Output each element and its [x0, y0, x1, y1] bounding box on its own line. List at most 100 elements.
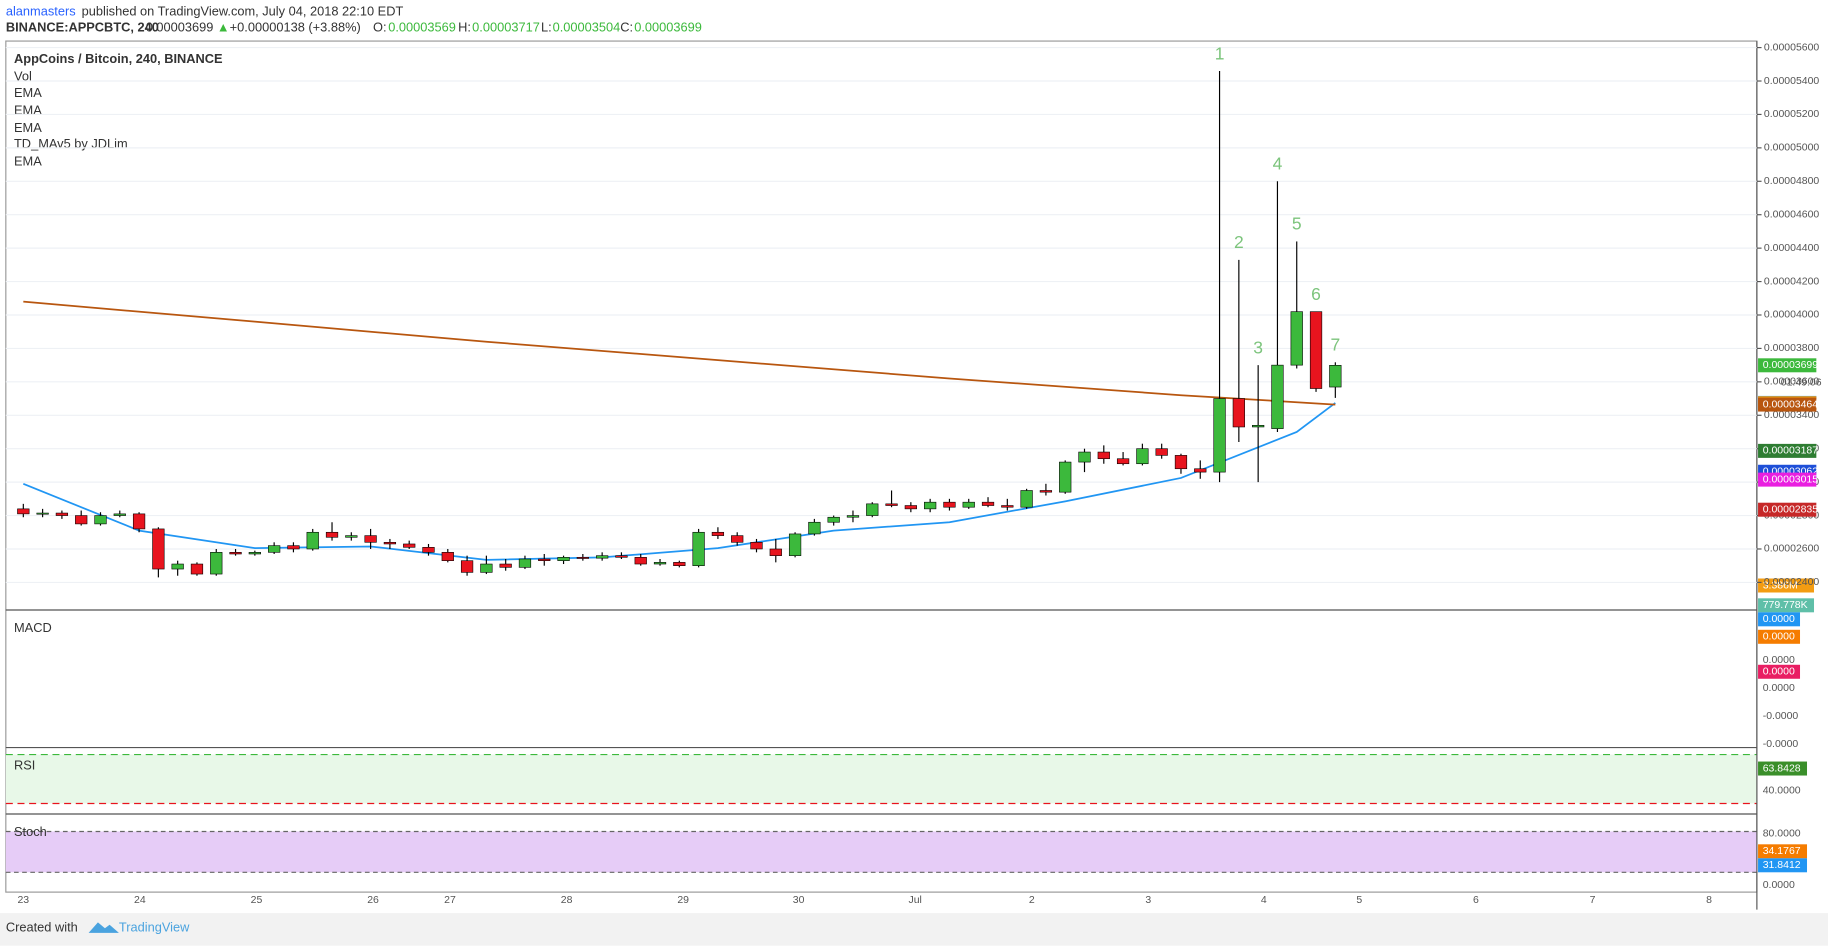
- badge: [1758, 664, 1801, 679]
- x-tick-label: 6: [1473, 895, 1479, 906]
- y-tick-label: 0.00003600: [1764, 377, 1820, 388]
- candle-body: [634, 557, 647, 565]
- last-price: 0.00003699: [146, 20, 214, 35]
- candle-body: [55, 512, 69, 516]
- candle-body: [306, 531, 319, 550]
- footer-created: Created with: [6, 920, 78, 935]
- candle-body: [1039, 490, 1053, 493]
- price-badge: [1758, 397, 1817, 412]
- candle-body: [171, 563, 184, 570]
- y-tick-label: 0.00002400: [1764, 577, 1820, 588]
- candle-body: [499, 563, 512, 568]
- candle-body: [615, 555, 628, 558]
- stoch-label: 31.8412: [1763, 860, 1801, 871]
- legend-item: EMA: [14, 154, 42, 169]
- candle-body: [808, 521, 821, 535]
- candle-body: [596, 555, 609, 559]
- candle-body: [1155, 448, 1168, 456]
- badge: [1758, 598, 1815, 613]
- x-tick-label: 24: [134, 895, 146, 906]
- candle-body: [403, 543, 416, 548]
- change-arrow: ▲: [217, 20, 230, 35]
- rsi-label: 40.0000: [1763, 785, 1801, 796]
- x-tick-label: Jul: [908, 895, 921, 906]
- y-tick-label: 0.00005000: [1764, 143, 1820, 154]
- y-tick-label: 0.00005400: [1764, 76, 1820, 87]
- macd-label: 0.0000: [1763, 614, 1795, 625]
- x-tick-label: 2: [1029, 895, 1035, 906]
- candle-body: [364, 535, 377, 543]
- low-value: 0.00003504: [553, 20, 621, 35]
- countdown: 01:49:06: [1781, 377, 1822, 388]
- candle-body: [383, 542, 397, 545]
- candle-body: [750, 542, 763, 550]
- candle-body: [36, 512, 49, 515]
- price-badge: [1758, 502, 1817, 517]
- x-tick-label: 29: [677, 895, 689, 906]
- candle-body: [1136, 448, 1149, 465]
- candle-body: [325, 531, 339, 538]
- candle-body: [827, 516, 840, 523]
- price-badge: [1758, 358, 1817, 373]
- badge: [1758, 578, 1815, 593]
- candle-body: [1309, 311, 1323, 389]
- x-tick-label: 30: [793, 895, 805, 906]
- candle-body: [692, 531, 705, 566]
- legend-item: EMA: [14, 85, 42, 100]
- candle-body: [94, 515, 107, 525]
- candle-body: [460, 560, 474, 573]
- candle-body: [943, 501, 956, 508]
- candle-body: [1232, 398, 1245, 428]
- td-label: 3: [1253, 337, 1263, 357]
- y-tick-label: 0.00003800: [1764, 343, 1820, 354]
- macd-label: 0.0000: [1763, 667, 1795, 678]
- price-badge: [1758, 443, 1817, 458]
- candle-body: [981, 501, 995, 506]
- y-tick-label: 0.00002600: [1764, 544, 1820, 555]
- footer-brand[interactable]: TradingView: [119, 920, 190, 935]
- high-label: H:: [458, 20, 471, 35]
- stoch-band: [5, 831, 1757, 873]
- candle-body: [769, 548, 782, 556]
- low-label: L:: [541, 20, 552, 35]
- volume-badge: 3.386M: [1763, 580, 1798, 591]
- candle-body: [731, 535, 744, 543]
- candle-body: [885, 503, 898, 506]
- rsi-title: RSI: [14, 758, 35, 773]
- badge: [1758, 761, 1808, 776]
- y-tick-label: 0.00005200: [1764, 109, 1820, 120]
- candle-body: [17, 508, 30, 515]
- legend-item: EMA: [14, 102, 42, 117]
- candle-body: [441, 552, 454, 561]
- badge: [1758, 844, 1808, 859]
- x-axis: 23 24 25 26 27 28 29 30 Jul 2 3 4 5 6 7 …: [17, 895, 1712, 906]
- x-tick-label: 23: [17, 895, 29, 906]
- x-tick-label: 3: [1145, 895, 1151, 906]
- y-tick-label: 0.00003400: [1764, 410, 1820, 421]
- candle-body: [480, 563, 493, 573]
- legend-item: AppCoins / Bitcoin, 240, BINANCE: [14, 51, 223, 66]
- publisher[interactable]: alanmasters: [6, 3, 76, 18]
- stoch-label: 0.0000: [1763, 880, 1795, 891]
- price-badge-label: 0.00003699: [1763, 360, 1819, 371]
- badge: [1758, 629, 1801, 644]
- td-label: 2: [1234, 232, 1244, 252]
- candle-body: [518, 558, 532, 568]
- candle-body: [1329, 365, 1342, 388]
- td-label: 6: [1311, 284, 1321, 304]
- ema-line: [22, 402, 1336, 561]
- y-tick-label: 0.00004600: [1764, 209, 1820, 220]
- candle-body: [1020, 490, 1033, 508]
- price-badge: [1758, 472, 1817, 487]
- close-label: C:: [620, 20, 633, 35]
- candle-body: [75, 515, 88, 525]
- symbol: BINANCE:APPCBTC, 240: [6, 20, 159, 35]
- y-tick-label: 0.00004200: [1764, 276, 1820, 287]
- legend-item: EMA: [14, 120, 42, 135]
- candle-body: [152, 528, 165, 570]
- volume-badge: 779.778K: [1763, 600, 1808, 611]
- open-value: 0.00003569: [388, 20, 456, 35]
- candle-body: [1001, 505, 1014, 508]
- brand-logo: [88, 922, 119, 933]
- candle-body: [904, 505, 917, 510]
